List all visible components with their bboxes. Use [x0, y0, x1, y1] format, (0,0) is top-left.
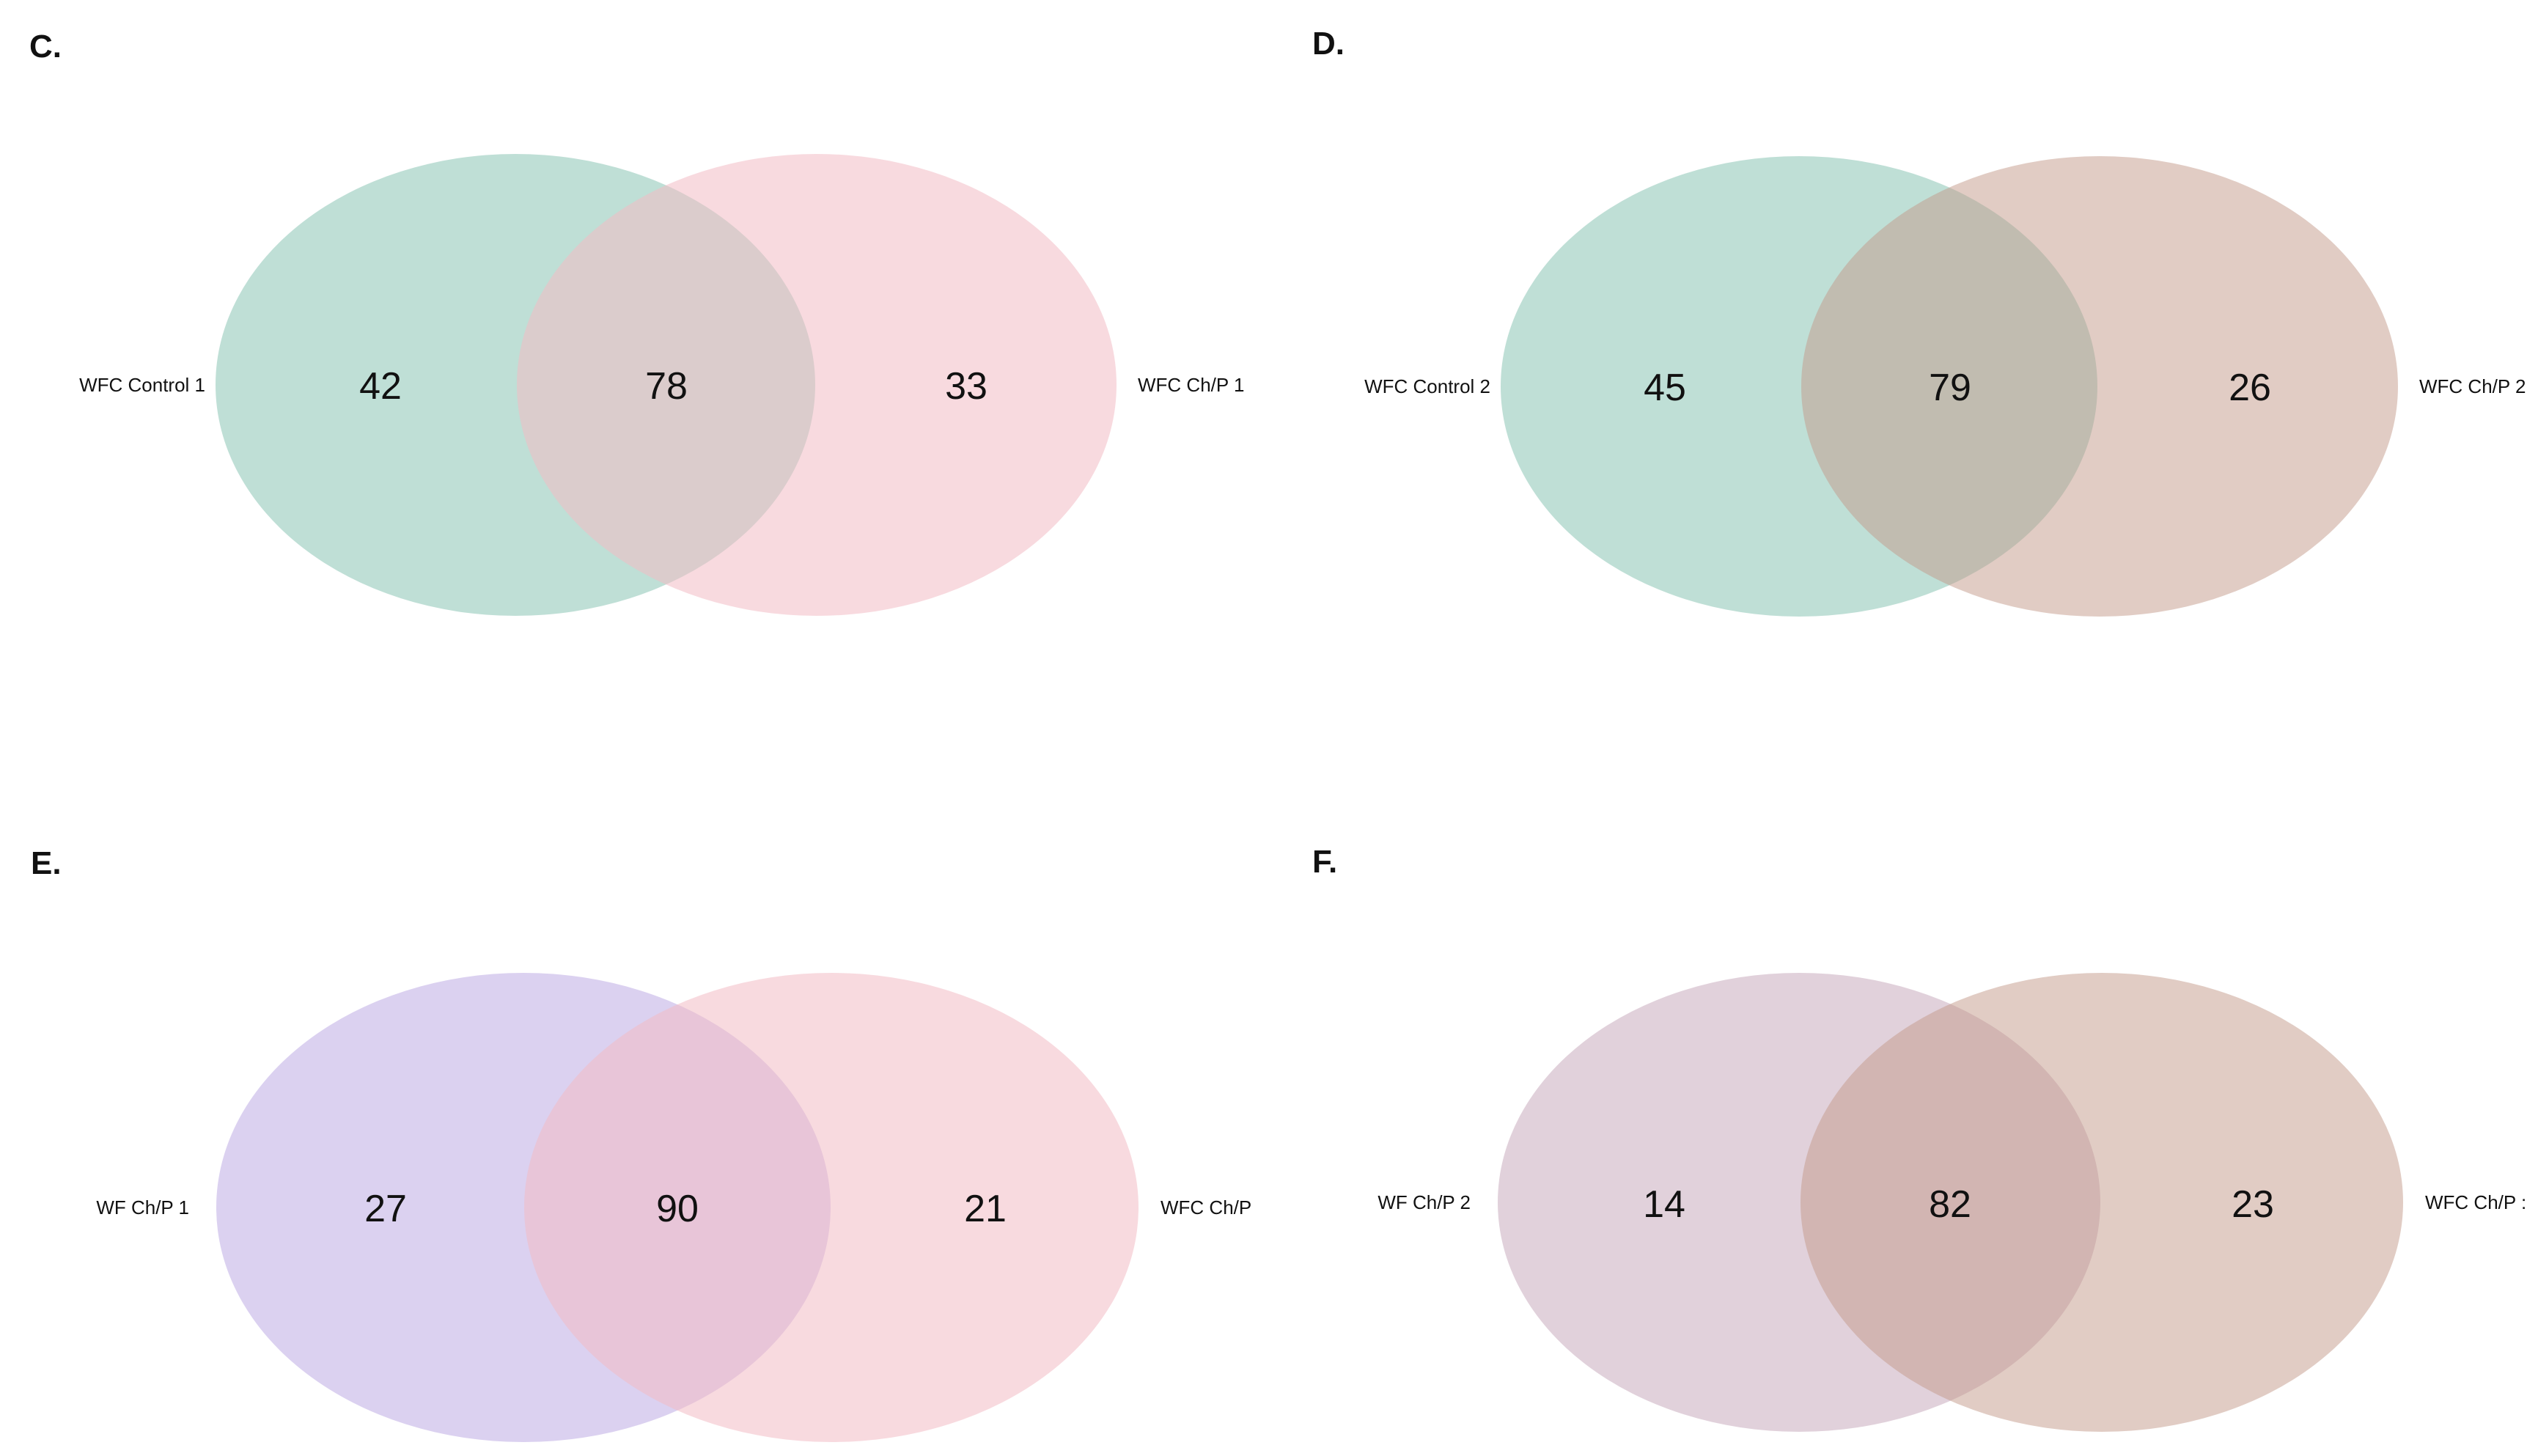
set-label-left: WFC Control 2	[1364, 375, 1490, 397]
count-intersection: 90	[656, 1188, 699, 1230]
count-left-only: 45	[1644, 367, 1686, 409]
count-intersection: 79	[1929, 367, 1971, 409]
set-label-left: WF Ch/P 1	[96, 1196, 189, 1218]
venn-panel-c: C. WFC Control 1 WFC Ch/P 1 42 78 33	[29, 29, 1244, 616]
set-label-right: WFC Ch/P	[1161, 1196, 1251, 1218]
count-left-only: 14	[1643, 1183, 1685, 1226]
venn-panel-e: E. WF Ch/P 1 WFC Ch/P 27 90 21	[31, 845, 1251, 1442]
count-right-only: 21	[964, 1188, 1007, 1230]
set-label-right: WFC Ch/P :	[2425, 1191, 2526, 1213]
set-label-right: WFC Ch/P 2	[2419, 375, 2526, 397]
count-intersection: 78	[645, 365, 688, 408]
count-right-only: 33	[945, 365, 987, 408]
venn-set-right	[1800, 973, 2403, 1432]
venn-panel-f: F. WF Ch/P 2 WFC Ch/P : 14 82 23	[1312, 844, 2526, 1432]
count-left-only: 27	[364, 1188, 407, 1230]
panel-label: D.	[1312, 26, 1345, 62]
panel-label: E.	[31, 845, 62, 881]
set-label-left: WF Ch/P 2	[1377, 1191, 1471, 1213]
panel-label: C.	[29, 29, 62, 65]
set-label-left: WFC Control 1	[79, 374, 205, 396]
venn-set-right	[524, 973, 1139, 1442]
venn-panel-d: D. WFC Control 2 WFC Ch/P 2 45 79 26	[1312, 26, 2526, 617]
venn-set-right	[517, 154, 1117, 616]
panel-label: F.	[1312, 844, 1337, 880]
count-intersection: 82	[1929, 1183, 1971, 1226]
count-right-only: 23	[2232, 1183, 2274, 1226]
set-label-right: WFC Ch/P 1	[1138, 374, 1244, 396]
venn-set-right	[1801, 156, 2398, 617]
count-left-only: 42	[359, 365, 402, 408]
count-right-only: 26	[2229, 367, 2271, 409]
